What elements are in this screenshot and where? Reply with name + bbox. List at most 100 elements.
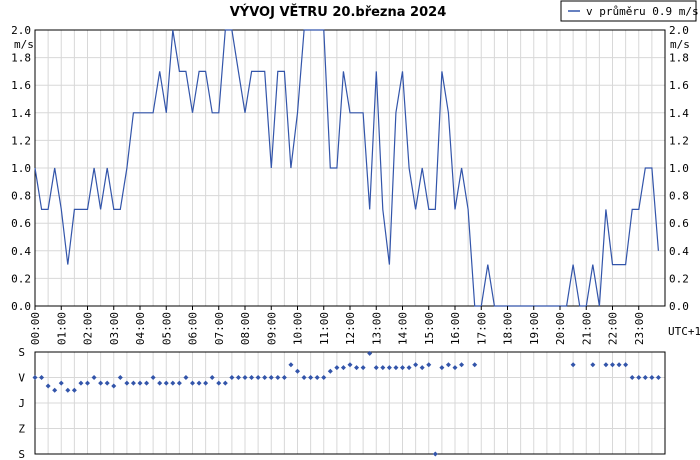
direction-tick-label: J <box>18 397 25 410</box>
direction-point <box>400 365 405 371</box>
x-tick-label: 20:00 <box>554 312 567 345</box>
top-y-tick-labels-right: 0.0 0.2 0.4 0.6 0.8 1.0 1.2 1.4 1.6 1.8 2.0 <box>669 24 689 313</box>
direction-tick-label: S <box>18 346 25 359</box>
x-axis-timezone-label: UTC+1 <box>668 325 700 338</box>
x-tick-label: 11:00 <box>318 312 331 345</box>
direction-points <box>32 350 661 457</box>
direction-point <box>327 368 333 374</box>
x-tick-label: 18:00 <box>502 312 515 345</box>
direction-point <box>78 380 84 386</box>
x-tick-label: 13:00 <box>370 312 383 345</box>
direction-point <box>255 375 261 380</box>
direction-point <box>419 365 425 371</box>
direction-point <box>281 375 287 380</box>
direction-point <box>393 365 399 371</box>
direction-point <box>426 362 432 368</box>
direction-point <box>452 365 458 371</box>
direction-point <box>623 362 629 368</box>
direction-point <box>104 380 110 386</box>
x-tick-label: 19:00 <box>528 312 541 345</box>
direction-point <box>642 375 648 380</box>
y-tick-label-left: 1.6 <box>11 79 31 92</box>
x-tick-label: 03:00 <box>108 312 121 345</box>
x-tick-label: 10:00 <box>292 312 305 345</box>
y-tick-label-right: 2.0 <box>669 24 689 37</box>
x-tick-label: 17:00 <box>475 312 488 345</box>
direction-point <box>406 365 412 371</box>
x-tick-label: 21:00 <box>580 312 593 345</box>
legend: v průměru 0.9 m/s <box>560 0 699 22</box>
direction-point <box>616 362 622 368</box>
direction-point <box>301 375 307 380</box>
direction-point <box>373 365 379 371</box>
direction-tick-label: S <box>18 448 25 460</box>
direction-point <box>130 380 136 386</box>
direction-point <box>65 387 71 393</box>
x-tick-label: 23:00 <box>633 312 646 345</box>
direction-plot-border <box>34 351 666 455</box>
direction-point <box>603 362 609 368</box>
direction-point <box>190 380 195 386</box>
x-tick-label: 01:00 <box>55 312 68 345</box>
direction-point <box>610 362 615 368</box>
x-tick-label: 02:00 <box>82 312 95 345</box>
direction-point <box>196 380 202 386</box>
y-tick-label-left: 0.8 <box>11 190 31 203</box>
y-tick-label-right: 0.4 <box>669 245 689 258</box>
direction-point <box>235 375 241 380</box>
direction-point <box>170 380 176 386</box>
direction-point <box>308 375 314 380</box>
direction-point <box>439 365 445 371</box>
direction-point <box>242 375 248 380</box>
y-tick-label-right: 1.2 <box>669 134 689 147</box>
direction-point <box>380 365 386 371</box>
direction-point <box>340 365 346 371</box>
direction-point <box>203 380 209 386</box>
direction-point <box>39 375 45 380</box>
direction-point <box>295 368 300 374</box>
y-tick-label-left: 2.0 <box>11 24 31 37</box>
direction-chart-grid <box>34 351 666 455</box>
direction-point <box>249 375 255 380</box>
direction-point <box>32 375 38 380</box>
x-tick-label: 16:00 <box>449 312 462 345</box>
direction-point <box>98 380 104 386</box>
direction-point <box>262 375 268 380</box>
direction-point <box>45 383 51 389</box>
direction-point <box>334 365 340 371</box>
direction-point <box>58 380 64 386</box>
direction-point <box>367 350 373 356</box>
direction-point <box>432 451 438 457</box>
y-tick-label-left: 0.6 <box>11 217 31 230</box>
y-tick-label-right: 0.2 <box>669 272 689 285</box>
x-tick-label: 00:00 <box>29 312 42 345</box>
direction-point <box>347 362 353 368</box>
direction-point <box>157 380 163 386</box>
direction-point <box>360 365 366 371</box>
y-axis-unit-left: m/s <box>14 38 34 51</box>
y-tick-label-right: 1.6 <box>669 79 689 92</box>
legend-box <box>560 0 697 22</box>
x-tick-label: 05:00 <box>160 312 173 345</box>
direction-point <box>163 380 169 386</box>
y-tick-label-right: 1.0 <box>669 162 689 175</box>
direction-point <box>459 362 465 368</box>
direction-point <box>570 362 576 368</box>
chart-title: VÝVOJ VĚTRU 20.března 2024 <box>230 4 447 20</box>
direction-point <box>229 375 235 380</box>
direction-point <box>314 375 320 380</box>
y-tick-label-left: 0.4 <box>11 245 31 258</box>
direction-point <box>183 375 189 380</box>
speed-series-line <box>34 29 659 307</box>
x-tick-label: 14:00 <box>397 312 410 345</box>
direction-point <box>445 362 451 368</box>
x-tick-label: 09:00 <box>265 312 278 345</box>
direction-point <box>354 365 360 371</box>
direction-point <box>275 375 281 380</box>
direction-point <box>649 375 655 380</box>
direction-point <box>268 375 274 380</box>
direction-point <box>144 380 150 386</box>
